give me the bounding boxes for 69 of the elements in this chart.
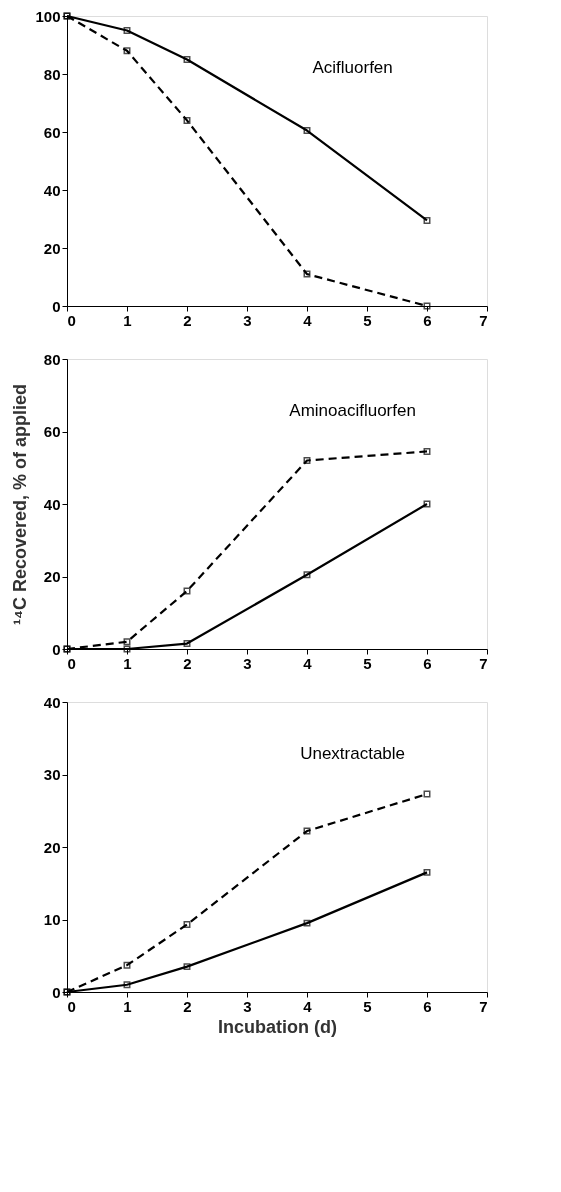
x-tick-label: 3: [243, 311, 252, 329]
point: [183, 921, 191, 929]
y-tick-label: 20: [43, 568, 61, 585]
y-tick-label: 80: [43, 65, 61, 83]
point: [423, 302, 431, 310]
y-tick-label: 40: [43, 181, 61, 199]
text: Acifluorfen: [312, 58, 393, 78]
point: [183, 640, 191, 648]
x-tick-label: 0: [67, 311, 76, 329]
point: [423, 447, 431, 455]
y-tick-label: 40: [43, 495, 61, 513]
x-tick-label: 5: [363, 311, 372, 329]
point: [183, 56, 191, 63]
point: [183, 963, 191, 971]
x-tick-label: 4: [303, 654, 313, 672]
y-tick-label: 30: [43, 766, 61, 783]
x-tick-label: 1: [123, 997, 132, 1015]
y-tick-label: 20: [43, 239, 61, 257]
y-tick-label: 60: [43, 423, 61, 440]
x-tick-label: 1: [123, 311, 132, 329]
x-tick-label: 7: [479, 311, 488, 329]
y-tick-label: 0: [52, 640, 61, 658]
point: [303, 571, 311, 579]
point: [423, 868, 431, 876]
x-tick-label: 6: [423, 654, 432, 672]
y-tick-label: 20: [43, 838, 61, 856]
point: [303, 127, 311, 135]
y-tick-label: 10: [43, 911, 61, 928]
y-axis-title: ¹⁴C Recovered, % of applied: [9, 384, 30, 625]
point: [183, 587, 191, 595]
x-tick-label: 2: [183, 654, 192, 672]
point: [123, 47, 131, 55]
x-tick-label: 3: [243, 654, 252, 672]
x-tick-label: 0: [67, 997, 76, 1015]
y-tick-label: 60: [43, 123, 61, 141]
x-tick-label: 4: [303, 997, 313, 1015]
point: [423, 790, 431, 798]
x-tick-label: 7: [479, 654, 488, 672]
x-tick-label: 0: [67, 654, 76, 672]
point: [123, 638, 131, 646]
point: [303, 919, 311, 927]
point: [123, 27, 131, 34]
y-tick-label: 0: [52, 983, 61, 1001]
x-tick-label: 3: [243, 997, 252, 1015]
point: [423, 216, 431, 224]
point: [303, 457, 311, 464]
y-tick-label: 40: [43, 693, 61, 711]
y-tick-label: 100: [35, 7, 61, 25]
text: Aminoacifluorfen: [289, 401, 416, 421]
x-tick-label: 4: [303, 311, 313, 329]
point: [183, 116, 191, 124]
x-tick-label: 2: [183, 997, 192, 1015]
x-axis-title: Incubation (d): [218, 1016, 337, 1037]
y-tick-label: 80: [43, 350, 61, 368]
y-tick-label: 0: [52, 297, 61, 315]
x-tick-label: 7: [479, 997, 488, 1015]
point: [303, 270, 311, 278]
x-tick-label: 5: [363, 997, 372, 1015]
text: Unextractable: [300, 744, 406, 764]
x-tick-label: 6: [423, 311, 432, 329]
x-tick-label: 5: [363, 654, 372, 672]
x-tick-label: 2: [183, 311, 192, 329]
x-tick-label: 6: [423, 997, 432, 1015]
point: [423, 500, 431, 508]
point: [123, 981, 131, 989]
point: [123, 961, 131, 969]
x-tick-label: 1: [123, 654, 132, 672]
point: [303, 827, 311, 835]
point: [123, 645, 131, 653]
